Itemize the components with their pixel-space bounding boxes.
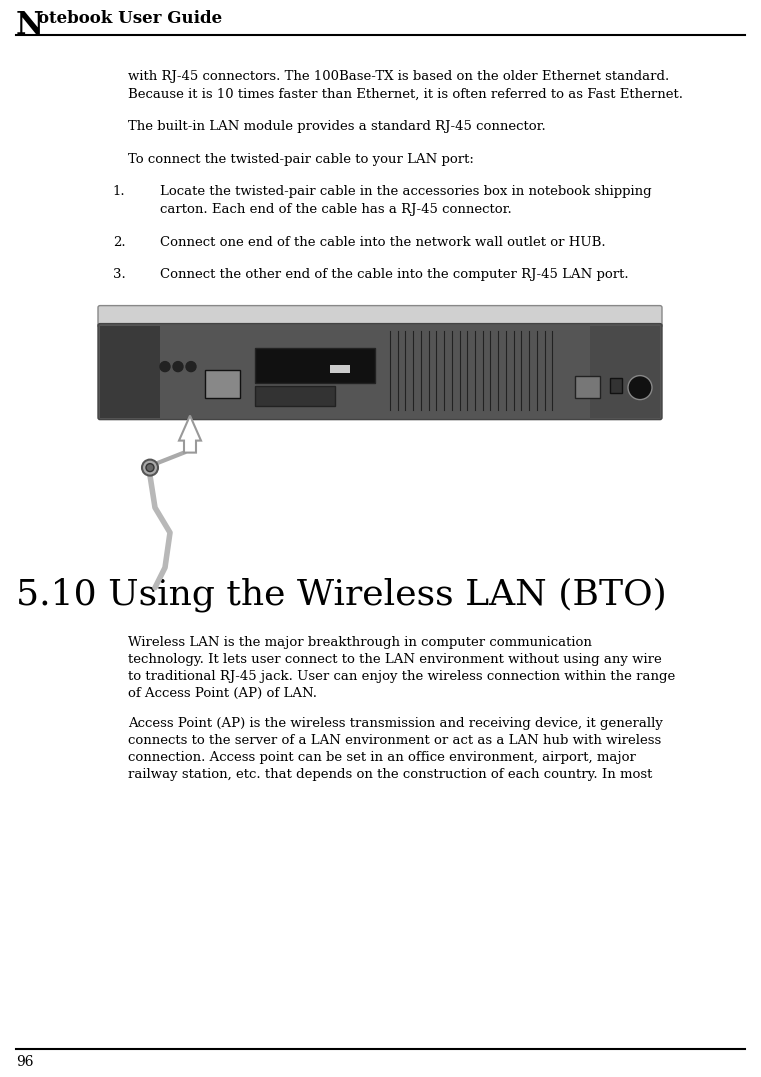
- Text: To connect the twisted-pair cable to your LAN port:: To connect the twisted-pair cable to you…: [128, 153, 474, 166]
- Circle shape: [160, 362, 170, 372]
- Text: of Access Point (AP) of LAN.: of Access Point (AP) of LAN.: [128, 687, 317, 700]
- Text: technology. It lets user connect to the LAN environment without using any wire: technology. It lets user connect to the …: [128, 653, 661, 666]
- Circle shape: [146, 463, 154, 472]
- Text: Locate the twisted-pair cable in the accessories box in notebook shipping: Locate the twisted-pair cable in the acc…: [160, 185, 651, 198]
- Text: to traditional RJ-45 jack. User can enjoy the wireless connection within the ran: to traditional RJ-45 jack. User can enjo…: [128, 670, 675, 683]
- Bar: [205, 369, 240, 397]
- Bar: [255, 386, 335, 406]
- Text: connects to the server of a LAN environment or act as a LAN hub with wireless: connects to the server of a LAN environm…: [128, 735, 661, 747]
- Circle shape: [186, 362, 196, 372]
- Text: carton. Each end of the cable has a RJ-45 connector.: carton. Each end of the cable has a RJ-4…: [160, 204, 511, 216]
- Bar: [590, 325, 660, 418]
- Circle shape: [173, 362, 183, 372]
- Text: 96: 96: [16, 1055, 33, 1069]
- Text: 1.: 1.: [113, 185, 126, 198]
- Text: The built-in LAN module provides a standard RJ-45 connector.: The built-in LAN module provides a stand…: [128, 121, 546, 134]
- Bar: [610, 378, 622, 393]
- Bar: [330, 365, 350, 373]
- Text: Access Point (AP) is the wireless transmission and receiving device, it generall: Access Point (AP) is the wireless transm…: [128, 717, 663, 730]
- Text: with RJ-45 connectors. The 100Base-TX is based on the older Ethernet standard.: with RJ-45 connectors. The 100Base-TX is…: [128, 70, 669, 83]
- Bar: [100, 325, 160, 418]
- Text: Wireless LAN is the major breakthrough in computer communication: Wireless LAN is the major breakthrough i…: [128, 635, 592, 648]
- Text: connection. Access point can be set in an office environment, airport, major: connection. Access point can be set in a…: [128, 751, 635, 765]
- Bar: [255, 348, 375, 382]
- Polygon shape: [179, 416, 201, 452]
- Text: otebook User Guide: otebook User Guide: [38, 10, 222, 27]
- Text: Because it is 10 times faster than Ethernet, it is often referred to as Fast Eth: Because it is 10 times faster than Ether…: [128, 88, 683, 101]
- Text: Connect one end of the cable into the network wall outlet or HUB.: Connect one end of the cable into the ne…: [160, 236, 606, 249]
- Text: N: N: [16, 10, 44, 41]
- Text: Connect the other end of the cable into the computer RJ-45 LAN port.: Connect the other end of the cable into …: [160, 268, 629, 281]
- Text: railway station, etc. that depends on the construction of each country. In most: railway station, etc. that depends on th…: [128, 768, 652, 781]
- Circle shape: [628, 376, 652, 400]
- FancyBboxPatch shape: [98, 323, 662, 420]
- Bar: [575, 376, 600, 397]
- FancyBboxPatch shape: [98, 306, 662, 327]
- Text: 3.: 3.: [113, 268, 126, 281]
- Text: 5.10 Using the Wireless LAN (BTO): 5.10 Using the Wireless LAN (BTO): [16, 577, 667, 612]
- Circle shape: [142, 460, 158, 476]
- Text: 2.: 2.: [113, 236, 126, 249]
